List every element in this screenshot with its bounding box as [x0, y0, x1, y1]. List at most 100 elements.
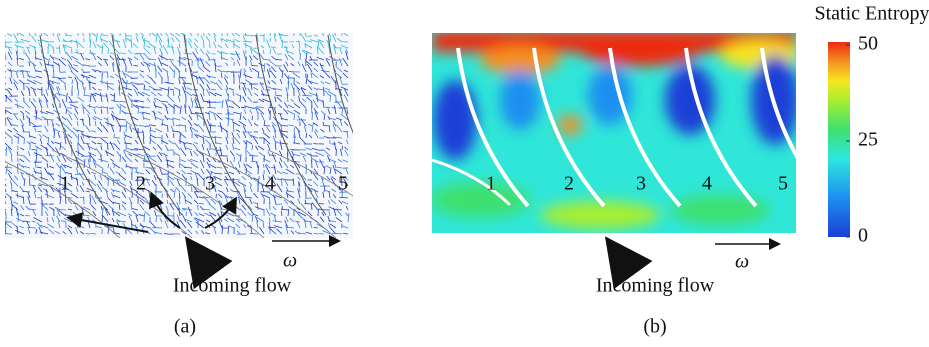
vector — [49, 54, 55, 61]
vector — [172, 120, 175, 127]
vector — [311, 202, 319, 211]
vector — [75, 167, 79, 175]
vector — [274, 96, 277, 103]
vector — [220, 72, 223, 79]
vector — [71, 130, 79, 139]
vector — [270, 46, 277, 49]
vector — [130, 81, 139, 85]
vector — [124, 33, 127, 37]
blade-label: 4 — [265, 173, 275, 195]
vector — [157, 111, 163, 115]
vector — [47, 223, 55, 229]
vector — [243, 34, 253, 37]
vector — [74, 51, 85, 55]
vector — [252, 55, 259, 61]
vector — [175, 186, 181, 193]
vector — [301, 49, 307, 55]
vector — [251, 67, 259, 73]
vector — [321, 212, 325, 217]
vector — [213, 113, 217, 121]
vector — [274, 130, 277, 139]
vector — [213, 176, 223, 181]
vector — [293, 142, 301, 145]
vector — [112, 180, 115, 187]
vector — [318, 208, 325, 211]
vector — [320, 81, 325, 85]
vector — [209, 91, 217, 97]
vector — [325, 87, 331, 91]
vector — [164, 33, 169, 37]
vector — [16, 103, 19, 109]
vector — [226, 33, 229, 37]
vector — [83, 159, 86, 169]
vector — [346, 130, 349, 139]
blade — [111, 34, 183, 216]
vector — [202, 135, 211, 139]
vector — [339, 118, 343, 127]
vector — [180, 184, 187, 193]
vector — [67, 76, 73, 79]
vector — [46, 217, 49, 223]
vector — [213, 35, 217, 43]
vector — [143, 196, 151, 205]
vector — [197, 114, 205, 121]
vector — [238, 84, 241, 91]
vector — [225, 144, 229, 151]
vector — [218, 200, 223, 211]
vector — [178, 124, 187, 127]
vector — [281, 70, 284, 79]
vector — [63, 164, 73, 169]
vector — [37, 186, 43, 193]
vector — [177, 60, 187, 67]
vector — [181, 116, 187, 121]
vector — [7, 61, 13, 67]
vector — [297, 198, 301, 205]
vector — [244, 168, 253, 175]
vector — [247, 132, 253, 139]
vector — [242, 83, 247, 91]
vector — [94, 174, 97, 181]
vector — [167, 103, 175, 109]
vector — [20, 173, 25, 181]
vector — [137, 91, 145, 97]
vector — [235, 223, 241, 229]
vector — [9, 123, 19, 127]
vector — [183, 82, 187, 91]
vector — [206, 84, 211, 91]
vector — [107, 225, 110, 235]
vector — [307, 123, 313, 127]
vector — [317, 46, 325, 55]
vector — [37, 184, 43, 187]
vector — [179, 220, 187, 229]
vector — [174, 33, 181, 37]
vector — [311, 147, 319, 151]
vector — [139, 204, 145, 211]
vector — [220, 126, 229, 133]
vector — [61, 116, 67, 121]
vector — [56, 93, 67, 97]
vector — [156, 154, 163, 163]
vector — [55, 147, 61, 157]
vector — [5, 146, 8, 157]
vector — [269, 33, 271, 37]
vector — [16, 218, 25, 223]
vector — [228, 105, 235, 109]
vector — [37, 42, 43, 49]
vector — [78, 172, 85, 181]
vector — [340, 86, 349, 91]
vector — [181, 230, 187, 235]
vector — [343, 33, 349, 37]
vector — [47, 136, 50, 145]
vector — [139, 33, 145, 37]
vector — [130, 223, 139, 229]
vector — [202, 88, 205, 97]
vector — [342, 225, 349, 229]
blade — [39, 34, 111, 216]
vector — [156, 136, 163, 139]
blade — [183, 34, 255, 216]
vector — [153, 101, 157, 109]
vector — [79, 231, 85, 235]
vector — [48, 228, 55, 235]
vector — [189, 126, 199, 133]
vector — [164, 104, 169, 115]
